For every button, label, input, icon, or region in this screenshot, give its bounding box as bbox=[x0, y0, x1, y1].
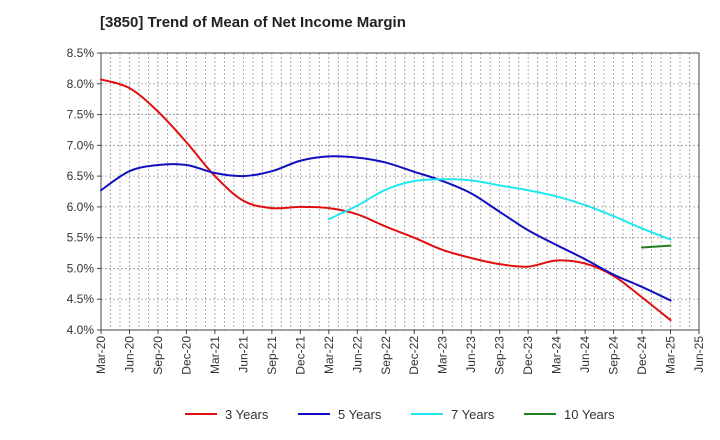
plot-area bbox=[101, 53, 699, 330]
x-tick-label: Sep-24 bbox=[607, 336, 621, 375]
x-tick-label: Dec-24 bbox=[635, 336, 649, 375]
x-tick-label: Jun-22 bbox=[350, 336, 364, 373]
x-tick-label: Dec-21 bbox=[293, 336, 307, 375]
x-tick-label: Jun-20 bbox=[122, 336, 136, 373]
y-tick-label: 7.0% bbox=[67, 138, 95, 152]
x-tick-label: Sep-20 bbox=[151, 336, 165, 375]
x-tick-label: Mar-21 bbox=[208, 336, 222, 374]
x-tick-label: Mar-20 bbox=[94, 336, 108, 374]
x-tick-label: Jun-23 bbox=[464, 336, 478, 373]
x-tick-label: Jun-25 bbox=[692, 336, 706, 373]
legend-label-5-years: 5 Years bbox=[338, 407, 382, 422]
y-tick-label: 4.0% bbox=[67, 323, 95, 337]
series-line-10-years bbox=[641, 244, 672, 249]
x-tick-label: Mar-22 bbox=[322, 336, 336, 374]
x-tick-label: Mar-25 bbox=[664, 336, 678, 374]
x-tick-label: Jun-24 bbox=[578, 336, 592, 373]
x-tick-label: Sep-23 bbox=[493, 336, 507, 375]
y-tick-label: 6.5% bbox=[67, 169, 95, 183]
series-line-3-years bbox=[100, 78, 672, 322]
plot-frame bbox=[100, 52, 700, 331]
series-line-7-years bbox=[327, 178, 672, 241]
x-tick-label: Dec-23 bbox=[521, 336, 535, 375]
y-tick-label: 5.5% bbox=[67, 231, 95, 245]
chart-title: [3850] Trend of Mean of Net Income Margi… bbox=[100, 14, 406, 31]
x-tick-label: Dec-20 bbox=[179, 336, 193, 375]
x-tick-label: Mar-23 bbox=[436, 336, 450, 374]
y-tick-label: 5.0% bbox=[67, 261, 95, 275]
y-tick-label: 7.5% bbox=[67, 108, 95, 122]
x-tick-label: Jun-21 bbox=[236, 336, 250, 373]
series-line-5-years bbox=[100, 155, 672, 302]
x-tick-label: Mar-24 bbox=[550, 336, 564, 374]
y-tick-label: 8.0% bbox=[67, 77, 95, 91]
legend-label-7-years: 7 Years bbox=[451, 407, 495, 422]
x-tick-label: Sep-22 bbox=[379, 336, 393, 375]
y-tick-label: 4.5% bbox=[67, 292, 95, 306]
legend-label-10-years: 10 Years bbox=[564, 407, 615, 422]
legend-label-3-years: 3 Years bbox=[225, 407, 269, 422]
x-tick-label: Sep-21 bbox=[265, 336, 279, 375]
y-tick-label: 8.5% bbox=[67, 46, 95, 60]
x-tick-label: Dec-22 bbox=[407, 336, 421, 375]
y-tick-label: 6.0% bbox=[67, 200, 95, 214]
